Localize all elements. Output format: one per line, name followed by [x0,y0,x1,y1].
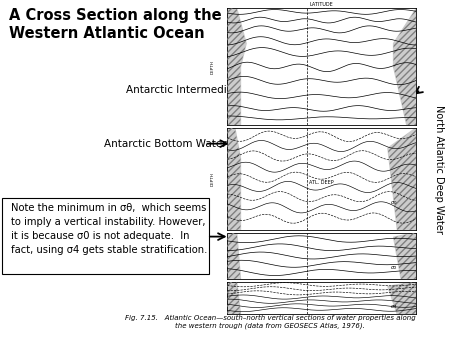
Text: DEPTH: DEPTH [210,172,214,186]
Text: Antarctic Intermediate Water: Antarctic Intermediate Water [126,84,278,95]
Text: North Atlantic Deep Water: North Atlantic Deep Water [434,104,444,234]
Text: Fig. 7.15.   Atlantic Ocean—south–north vertical sections of water properties al: Fig. 7.15. Atlantic Ocean—south–north ve… [125,315,415,329]
Polygon shape [227,8,246,125]
Polygon shape [227,233,240,279]
Text: Note the minimum in σθ,  which seems
to imply a vertical instability. However,
i: Note the minimum in σθ, which seems to i… [11,203,207,256]
Polygon shape [388,128,416,230]
Polygon shape [388,282,416,314]
FancyBboxPatch shape [2,198,209,274]
Title: LATITUDE: LATITUDE [310,2,333,7]
Polygon shape [227,128,240,230]
Text: Antarctic Bottom Water: Antarctic Bottom Water [104,139,226,149]
Text: ATL. DEEP: ATL. DEEP [310,180,334,185]
Text: $\sigma_4$: $\sigma_4$ [390,303,397,311]
Text: DEPTH: DEPTH [210,60,214,74]
Polygon shape [227,282,240,314]
Polygon shape [394,233,416,279]
Text: A Cross Section along the
Western Atlantic Ocean: A Cross Section along the Western Atlant… [9,8,221,41]
Text: $\sigma_0$: $\sigma_0$ [390,199,397,207]
Text: $\sigma_2$: $\sigma_2$ [390,265,397,272]
Polygon shape [394,8,416,125]
